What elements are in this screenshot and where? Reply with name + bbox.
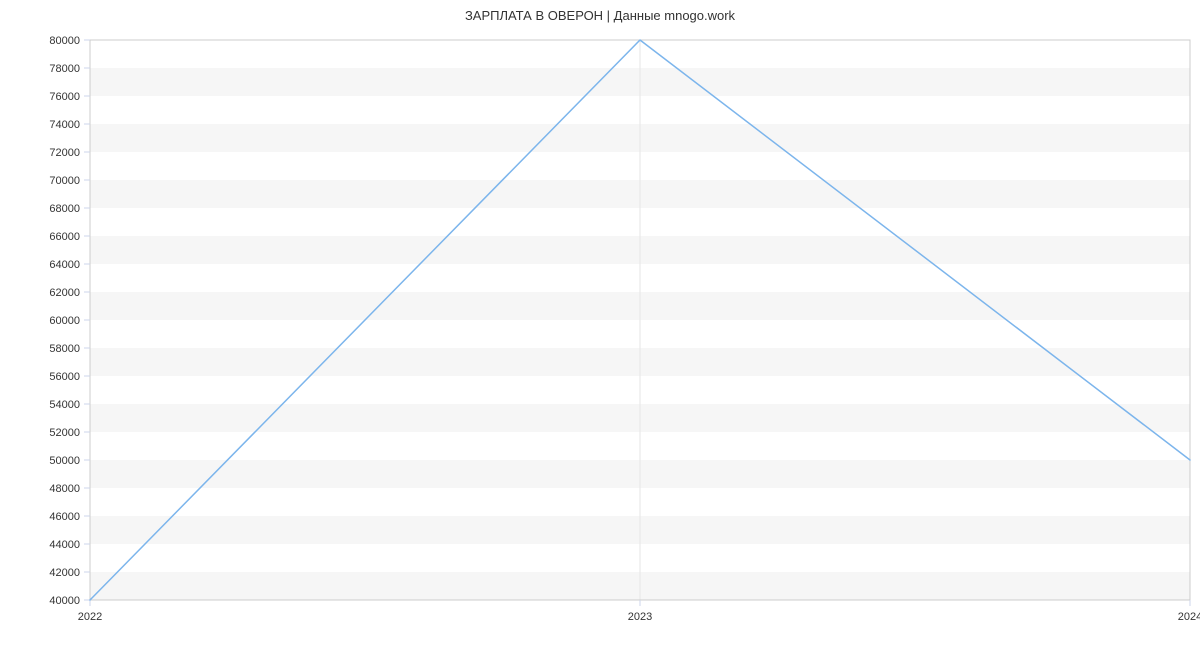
y-tick-label: 62000 [49,287,80,299]
x-tick-label: 2023 [628,611,652,623]
chart-svg: 40000 42000 44000 46000 48000 50000 52000 54000… [0,0,1200,650]
y-tick-label: 76000 [49,91,80,103]
y-tick-label: 42000 [49,567,80,579]
y-tick-label: 56000 [49,371,80,383]
y-tick-label: 60000 [49,315,80,327]
y-tick-label: 58000 [49,343,80,355]
y-tick-label: 54000 [49,399,80,411]
y-tick-label: 50000 [49,455,80,467]
salary-line-chart: ЗАРПЛАТА В ОВЕРОН | Данные mnogo.work 40… [0,0,1200,650]
y-tick-label: 46000 [49,511,80,523]
y-tick-label: 66000 [49,231,80,243]
x-tick-label: 2024 [1178,611,1200,623]
y-tick-label: 68000 [49,203,80,215]
y-tick-label: 40000 [49,595,80,607]
y-tick-label: 64000 [49,259,80,271]
y-tick-label: 72000 [49,147,80,159]
y-tick-label: 44000 [49,539,80,551]
y-tick-label: 70000 [49,175,80,187]
y-tick-label: 52000 [49,427,80,439]
y-tick-label: 80000 [49,35,80,47]
y-tick-label: 48000 [49,483,80,495]
y-tick-label: 78000 [49,63,80,75]
y-tick-label: 74000 [49,119,80,131]
x-tick-label: 2022 [78,611,102,623]
